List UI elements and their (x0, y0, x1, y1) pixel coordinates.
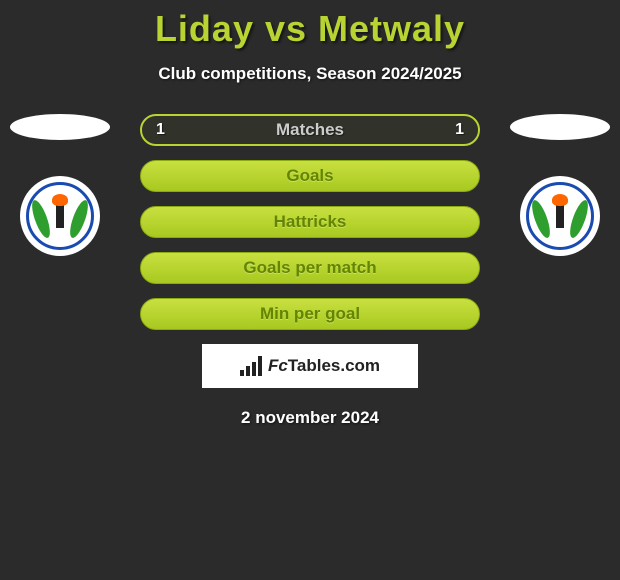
comparison-area: 1 Matches 1 Goals Hattricks Goals per ma… (0, 114, 620, 428)
subtitle: Club competitions, Season 2024/2025 (0, 64, 620, 84)
stat-label: Min per goal (260, 304, 360, 324)
club-badge-right-icon (526, 182, 594, 250)
stat-row-goals: Goals (140, 160, 480, 192)
stat-label: Goals per match (243, 258, 376, 278)
player-right-placeholder (510, 114, 610, 140)
stat-row-matches: 1 Matches 1 (140, 114, 480, 146)
fctables-logo: FcTables.com (202, 344, 418, 388)
stat-label: Hattricks (274, 212, 347, 232)
stat-label: Matches (276, 120, 344, 140)
page-title: Liday vs Metwaly (0, 0, 620, 50)
stat-row-goals-per-match: Goals per match (140, 252, 480, 284)
stat-left-value: 1 (156, 121, 165, 139)
stat-row-hattricks: Hattricks (140, 206, 480, 238)
player-left-placeholder (10, 114, 110, 140)
bar-chart-icon (240, 356, 262, 376)
date-label: 2 november 2024 (0, 408, 620, 428)
club-badge-left (20, 176, 100, 256)
club-badge-left-icon (26, 182, 94, 250)
stat-row-min-per-goal: Min per goal (140, 298, 480, 330)
stat-right-value: 1 (455, 121, 464, 139)
stat-label: Goals (286, 166, 333, 186)
club-badge-right (520, 176, 600, 256)
logo-text: FcTables.com (268, 356, 380, 376)
